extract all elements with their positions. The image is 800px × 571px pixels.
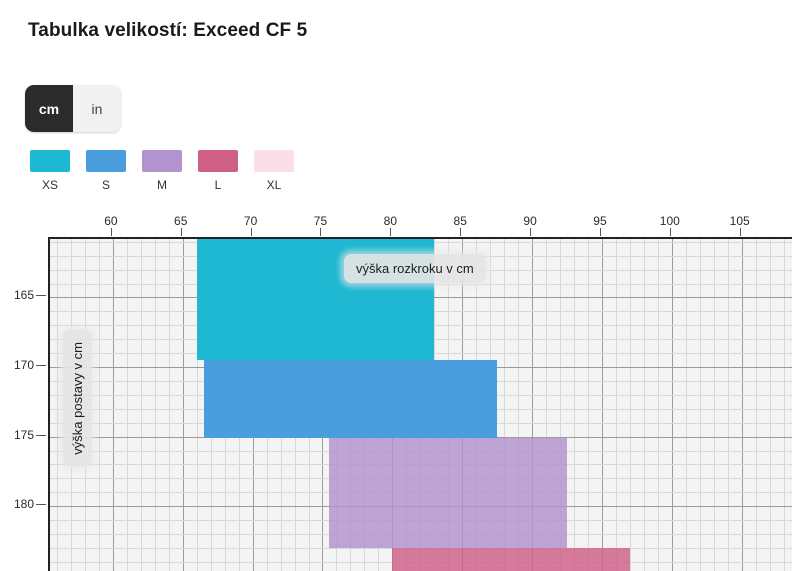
legend-swatch-xl [254,150,294,172]
page-title: Tabulka velikostí: Exceed CF 5 [28,20,308,41]
gridline-vertical [154,239,156,571]
legend-label-s: S [101,178,110,192]
x-axis-title-chip: výška rozkroku v cm [344,254,486,283]
y-axis-tick-label: 165 [13,288,34,303]
y-axis-tick [36,365,46,367]
gridline-vertical [196,239,198,571]
gridline-vertical [532,239,534,571]
legend-swatch-xs [30,150,70,172]
size-legend: XS S M L XL [30,150,310,192]
gridline-vertical [560,239,562,571]
gridline-vertical [713,239,715,571]
x-axis-tick-label: 75 [313,214,328,228]
legend-label-l: L [214,178,222,192]
y-axis-tick-label: 180 [13,497,34,512]
x-axis-tick-label: 105 [729,214,750,228]
x-axis-tick [599,228,601,236]
y-axis-title-chip: výška postavy v cm [63,330,92,467]
legend-label-m: M [157,178,167,192]
unit-toggle-cm[interactable]: cm [25,85,73,132]
gridline-vertical [685,239,687,571]
x-axis-tick [530,228,532,236]
gridline-vertical [643,239,645,571]
x-axis-tick-label: 70 [243,214,258,228]
gridline-vertical [587,239,589,571]
gridline-vertical [518,239,520,571]
x-axis-tick-label: 60 [104,214,118,228]
x-axis-tick-label: 80 [383,214,398,228]
legend-label-xl: XL [266,178,282,192]
gridline-vertical [112,239,114,571]
x-axis-tick-label: 100 [659,214,680,228]
x-axis-tick-label: 65 [174,214,188,228]
gridline-vertical [574,239,575,571]
x-axis-tick [739,228,741,236]
y-axis-tick [36,434,46,436]
legend-item-l[interactable]: L [198,150,254,192]
gridline-vertical [727,239,729,571]
gridline-vertical [168,239,170,571]
x-axis-tick [669,228,671,236]
legend-swatch-m [142,150,182,172]
size-block-l[interactable] [392,547,630,571]
y-axis-tick [36,295,46,297]
x-axis-tick [320,228,322,236]
size-block-m[interactable] [329,438,568,548]
gridline-vertical [546,239,548,571]
gridline-vertical [755,239,757,571]
gridline-vertical [182,239,184,571]
x-axis-tick [250,228,252,236]
y-axis-tick [36,504,46,506]
gridline-vertical [98,239,100,571]
legend-item-m[interactable]: M [142,150,198,192]
y-axis-tick-label: 170 [13,358,34,373]
x-axis-tick [460,228,462,236]
gridline-vertical [671,239,673,571]
size-block-s[interactable] [203,360,498,438]
x-axis-tick-label: 90 [523,214,537,228]
unit-toggle-in[interactable]: in [73,85,121,132]
gridline-vertical [140,239,142,571]
y-axis-tick-label: 175 [13,427,34,442]
legend-swatch-s [86,150,126,172]
legend-swatch-l [198,150,238,172]
gridline-vertical [657,239,659,571]
unit-toggle[interactable]: cm in [25,85,121,132]
gridline-vertical [629,239,631,571]
legend-item-xs[interactable]: XS [30,150,86,192]
gridline-vertical [126,239,128,571]
gridline-vertical [615,239,617,571]
x-axis-tick-label: 95 [593,214,607,228]
x-axis-tick-label: 85 [453,214,467,228]
x-axis-tick [390,228,392,236]
gridline-vertical [601,239,603,571]
gridline-vertical [769,239,771,571]
legend-label-xs: XS [41,178,58,192]
gridline-vertical [741,239,743,571]
x-axis-tick [110,228,112,236]
gridline-vertical [56,239,58,571]
gridline-vertical [699,239,701,571]
x-axis-tick [180,228,182,236]
gridline-vertical [504,239,506,571]
legend-item-xl[interactable]: XL [254,150,310,192]
chart-plot-area [48,237,792,571]
legend-item-s[interactable]: S [86,150,142,192]
gridline-vertical [783,239,785,571]
